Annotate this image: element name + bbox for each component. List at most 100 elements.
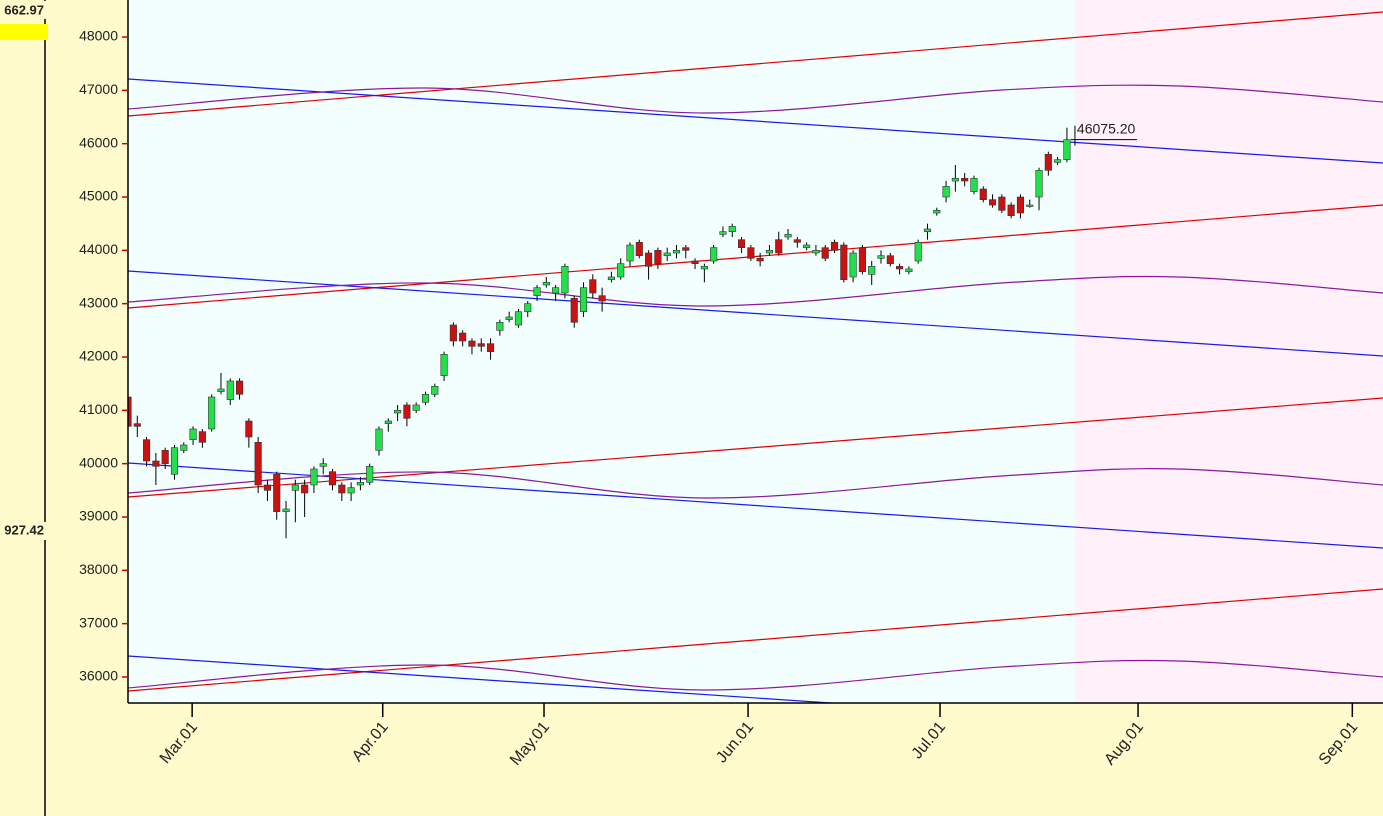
side-label: 927.42	[4, 522, 44, 537]
candle-body	[923, 228, 932, 232]
candle-body	[793, 239, 801, 243]
candle-body	[914, 242, 922, 262]
candle-body	[1035, 170, 1043, 198]
y-tick-label: 36000	[79, 668, 118, 684]
candle-body	[180, 444, 188, 451]
y-tick-label: 37000	[79, 614, 118, 630]
candle-body	[840, 244, 848, 280]
candle-body	[524, 303, 532, 312]
candle-body	[710, 247, 718, 262]
y-tick-label: 42000	[79, 348, 118, 364]
y-tick-label: 45000	[79, 188, 118, 204]
candle-body	[440, 354, 448, 376]
candle-body	[468, 340, 476, 347]
candle-body	[356, 482, 364, 486]
candle-body	[654, 250, 662, 264]
candle-body	[170, 447, 179, 475]
candle-body	[598, 295, 606, 302]
candle-body	[942, 186, 950, 198]
candle-body	[821, 247, 829, 259]
side-label-box	[0, 1, 46, 19]
candle-body	[505, 316, 513, 320]
candle-body	[208, 396, 216, 430]
candle-body	[161, 450, 169, 464]
candle-body	[868, 266, 876, 275]
candle-body	[989, 199, 997, 206]
candle-body	[877, 255, 885, 259]
candle-body	[645, 252, 653, 267]
candle-body	[403, 404, 411, 419]
candle-body	[700, 266, 708, 270]
candle-body	[143, 439, 151, 462]
candle-body	[672, 250, 681, 254]
candle-body	[477, 343, 485, 347]
candle-body	[570, 298, 578, 323]
candle-body	[1016, 196, 1024, 214]
channel-line	[128, 11, 1383, 117]
candle-body	[273, 474, 281, 512]
candle-body	[198, 431, 206, 443]
candle-body	[784, 234, 792, 238]
candle-body	[719, 231, 727, 235]
candle-body	[254, 442, 262, 486]
candle-body	[1026, 204, 1034, 207]
candle-body	[756, 258, 764, 262]
channel-line	[128, 659, 1383, 691]
y-tick-label: 44000	[79, 241, 118, 257]
candle-body	[1044, 154, 1052, 171]
forecast-shade	[1075, 0, 1383, 703]
candle-body	[514, 311, 522, 326]
candle-body	[133, 423, 141, 427]
candle-body	[421, 394, 430, 403]
candle-body	[979, 188, 987, 200]
candle-body	[961, 178, 969, 182]
channel-line	[128, 588, 1383, 692]
candle-body	[635, 242, 643, 256]
y-tick-label: 48000	[79, 28, 118, 44]
candle-body	[589, 279, 597, 294]
candle-body	[561, 266, 569, 294]
candle-body	[301, 484, 309, 494]
side-label: 662.97	[4, 2, 44, 17]
candle-body	[738, 239, 746, 248]
y-tick-label: 41000	[79, 401, 118, 417]
x-tick-label: Sep.01	[1316, 719, 1362, 769]
channel-line	[128, 270, 1383, 357]
x-tick-label: May.01	[507, 719, 553, 769]
y-tick-label: 38000	[79, 561, 118, 577]
candle-body	[998, 196, 1006, 211]
candle-body	[152, 460, 160, 467]
candle-body	[412, 404, 420, 411]
candle-body	[663, 252, 671, 256]
y-tick-label: 46000	[79, 134, 118, 150]
candle-body	[347, 487, 355, 494]
x-tick-label: Apr.01	[349, 719, 392, 765]
candle-body	[951, 178, 959, 182]
side-label-box	[0, 522, 46, 540]
candle-body	[886, 255, 894, 264]
candle-body	[338, 484, 346, 494]
y-tick-label: 47000	[79, 81, 118, 97]
candle-body	[896, 266, 904, 270]
candle-body	[394, 410, 402, 414]
y-tick-label: 40000	[79, 454, 118, 470]
candle-body	[449, 324, 457, 342]
candle-body	[384, 420, 392, 424]
y-tick-label: 43000	[79, 294, 118, 310]
channel-line	[128, 84, 1383, 114]
candle-body	[858, 247, 866, 272]
plot-background	[128, 0, 1076, 703]
y-tick-label: 39000	[79, 508, 118, 524]
candle-body	[310, 468, 318, 486]
candle-body	[375, 428, 383, 451]
candle-body	[542, 282, 550, 286]
candle-body	[691, 260, 699, 264]
candle-body	[728, 226, 736, 232]
candle-body	[1063, 139, 1071, 160]
candle-body	[803, 244, 811, 248]
plot-area: 46075.20	[128, 0, 1383, 703]
candle-body	[459, 332, 467, 342]
side-marker	[0, 24, 48, 40]
channel-line	[128, 655, 840, 703]
candle-body	[282, 508, 290, 512]
